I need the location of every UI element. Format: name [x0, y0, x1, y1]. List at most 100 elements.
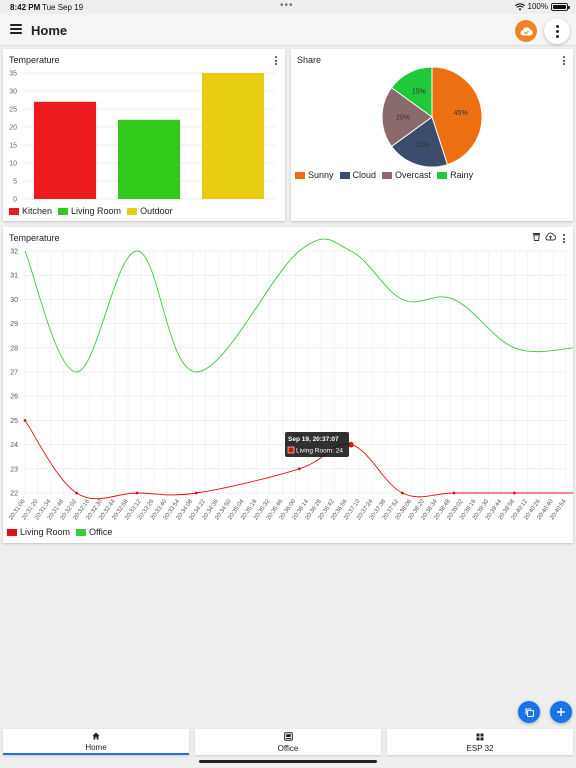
- y-tick-label: 26: [10, 394, 18, 401]
- page-title: Home: [31, 23, 68, 38]
- tab-esp32[interactable]: ESP 32: [387, 729, 573, 755]
- data-point: [135, 491, 139, 495]
- y-tick-label: 35: [9, 71, 17, 78]
- y-tick-label: 0: [13, 197, 17, 204]
- series-line-office: [24, 238, 573, 373]
- legend-item[interactable]: Office: [76, 527, 112, 537]
- plus-icon: [557, 708, 565, 716]
- y-tick-label: 25: [9, 107, 17, 114]
- more-options-button[interactable]: [544, 18, 570, 44]
- status-bar: 8:42 PM Tue Sep 19 ••• 100%: [0, 0, 576, 14]
- data-point: [194, 491, 198, 495]
- legend-swatch: [437, 171, 448, 179]
- legend-swatch: [7, 528, 17, 536]
- y-tick-label: 27: [10, 370, 18, 377]
- card-menu-icon[interactable]: [275, 56, 278, 65]
- battery-percent: 100%: [527, 2, 548, 11]
- cloud-check-icon: [519, 27, 533, 36]
- y-tick-label: 15: [9, 143, 17, 150]
- legend-label: Living Room: [71, 206, 122, 216]
- y-tick-label: 20: [9, 125, 17, 132]
- legend-label: Overcast: [395, 170, 432, 180]
- pie-slice-overcast: [381, 86, 433, 148]
- y-tick-label: 31: [10, 273, 18, 280]
- card-menu-icon[interactable]: [563, 234, 566, 243]
- wifi-icon: [514, 2, 525, 10]
- cloud-sync-button[interactable]: [515, 20, 537, 42]
- y-tick-label: 24: [10, 442, 18, 449]
- y-tick-label: 25: [10, 418, 18, 425]
- pie-slice-rainy: [390, 66, 433, 118]
- bar-outdoor: [201, 73, 265, 199]
- card-title: Temperature: [9, 55, 60, 65]
- pie-slice-cloud: [390, 116, 449, 168]
- app-bar: Home: [0, 14, 576, 46]
- clear-history-icon[interactable]: [532, 232, 541, 241]
- cloud-upload-icon[interactable]: [545, 232, 556, 241]
- legend-label: Cloud: [352, 170, 377, 180]
- data-point: [75, 491, 78, 495]
- bottom-navigation: Home Office ESP 32: [0, 727, 576, 768]
- tab-office[interactable]: Office: [195, 729, 381, 755]
- data-point: [23, 419, 27, 422]
- tab-home[interactable]: Home: [3, 729, 189, 755]
- legend-label: Office: [89, 527, 113, 537]
- multitasking-dots-icon[interactable]: •••: [280, 0, 294, 11]
- tooltip-box: [285, 432, 349, 457]
- legend-item[interactable]: Rainy: [437, 170, 473, 180]
- status-time: 8:42 PM: [10, 3, 41, 12]
- legend-item[interactable]: Living Room: [7, 527, 70, 537]
- bar-legend: Kitchen Living Room Outdoor: [9, 206, 173, 216]
- legend-swatch: [339, 171, 350, 179]
- y-tick-label: 5: [13, 179, 17, 186]
- home-icon: [92, 732, 100, 739]
- tooltip-title: Sep 19, 20:37:07: [288, 436, 339, 443]
- pie-legend: Sunny Cloud Overcast Rainy: [295, 170, 473, 180]
- legend-label: Outdoor: [140, 206, 173, 216]
- data-point: [297, 467, 301, 471]
- y-tick-label: 32: [10, 249, 18, 256]
- office-icon: [283, 732, 293, 741]
- pie-slice-label: 45%: [454, 110, 468, 117]
- y-tick-label: 23: [10, 466, 18, 473]
- legend-swatch: [58, 207, 69, 215]
- legend-label: Sunny: [308, 170, 334, 180]
- copy-button[interactable]: [518, 701, 540, 723]
- legend-label: Kitchen: [22, 206, 53, 216]
- legend-item[interactable]: Living Room: [58, 206, 121, 216]
- temperature-line-card: Temperature 22 23 24 25 26 27 28 29 30 31 32 20:31:…: [3, 227, 573, 543]
- share-pie-card: Share 45% 20% 20% 15% Sunny Cloud Overcast Rai…: [291, 49, 573, 221]
- card-title: Temperature: [9, 233, 60, 243]
- add-button[interactable]: [550, 701, 572, 723]
- legend-item[interactable]: Cloud: [339, 170, 377, 180]
- data-point: [452, 491, 456, 495]
- bar-kitchen: [33, 101, 97, 199]
- legend-swatch: [76, 528, 87, 536]
- pie-slice-sunny: [431, 66, 483, 166]
- data-point: [401, 491, 404, 495]
- legend-label: Living Room: [20, 527, 71, 537]
- legend-label: Rainy: [450, 170, 474, 180]
- y-tick-label: 28: [10, 345, 18, 352]
- legend-swatch: [127, 207, 138, 215]
- series-line-living-room: [24, 420, 573, 500]
- home-indicator: [199, 760, 377, 763]
- legend-item[interactable]: Outdoor: [127, 206, 173, 216]
- tooltip-swatch: [287, 446, 295, 454]
- pie-slice-label: 20%: [396, 115, 410, 122]
- pie-slice-label: 15%: [412, 89, 426, 96]
- card-menu-icon[interactable]: [563, 56, 566, 65]
- legend-item[interactable]: Overcast: [382, 170, 431, 180]
- copy-icon: [524, 707, 534, 717]
- y-tick-label: 29: [10, 321, 18, 328]
- bar-chart: 0 5 10 15 20 25 30 35: [9, 71, 275, 204]
- tooltip-label: Living Room: 24: [296, 448, 343, 455]
- menu-icon[interactable]: [10, 24, 22, 34]
- tab-label: Home: [85, 742, 107, 752]
- legend-swatch: [295, 171, 305, 179]
- legend-item[interactable]: Sunny: [295, 170, 334, 180]
- legend-item[interactable]: Kitchen: [9, 206, 52, 216]
- bar-living-room: [117, 119, 181, 199]
- y-tick-label: 22: [10, 491, 18, 498]
- tooltip: Sep 19, 20:37:07 Living Room: 24: [285, 432, 349, 457]
